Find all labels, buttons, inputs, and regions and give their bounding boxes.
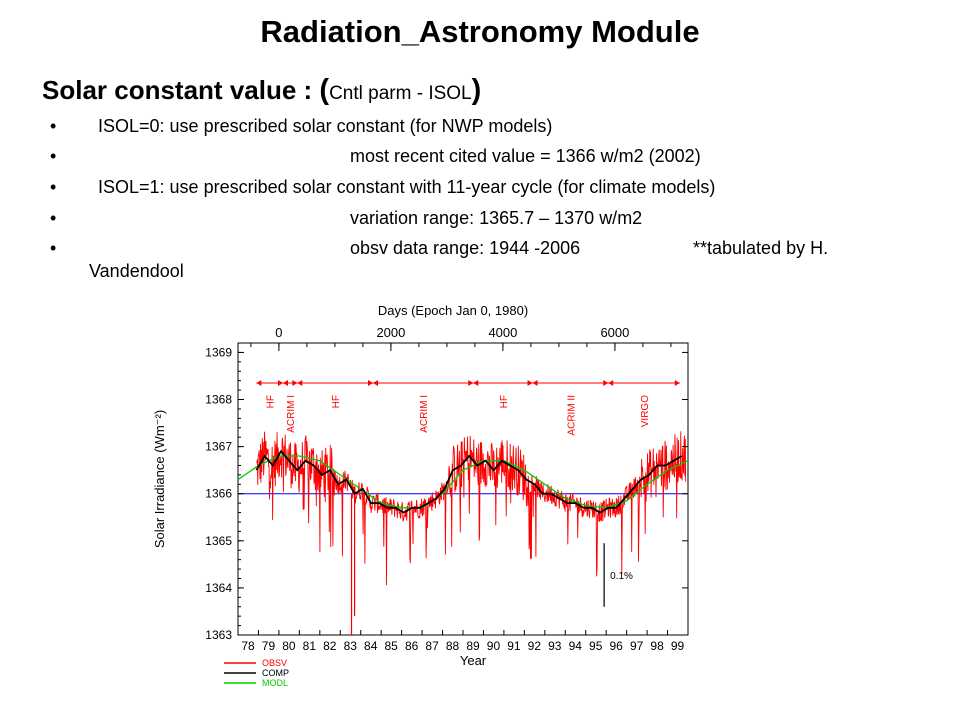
bullet-text: ISOL=1: use prescribed solar constant wi… <box>98 177 716 197</box>
bullet-dot: • <box>50 116 57 136</box>
interval-arrowhead <box>256 380 262 386</box>
y-tick-label: 1365 <box>205 534 232 548</box>
instrument-label: HF <box>331 395 342 408</box>
x-tick-label: 93 <box>548 639 562 653</box>
x-tick-label: 96 <box>610 639 624 653</box>
interval-arrowhead <box>674 380 680 386</box>
comp-series-line <box>255 449 683 514</box>
x-tick-label: 92 <box>528 639 542 653</box>
x-tick-label: 89 <box>466 639 480 653</box>
x-tick-label: 79 <box>262 639 276 653</box>
interval-arrowhead <box>473 380 479 386</box>
slide-title: Radiation_Astronomy Module <box>260 14 700 49</box>
x-tick-label: 87 <box>425 639 439 653</box>
x-tick-label: 81 <box>303 639 317 653</box>
interval-arrowhead <box>527 380 533 386</box>
instrument-label: ACRIM II <box>566 395 577 436</box>
top-tick-label: 0 <box>275 325 282 340</box>
x-tick-label: 91 <box>507 639 521 653</box>
x-tick-label: 95 <box>589 639 603 653</box>
interval-arrowhead <box>373 380 378 386</box>
subtitle-main: Solar constant value : <box>42 75 320 105</box>
x-tick-label: 94 <box>569 639 583 653</box>
top-axis-label: Days (Epoch Jan 0, 1980) <box>378 303 528 318</box>
interval-arrowhead <box>283 380 288 386</box>
instrument-label: HF <box>499 395 510 408</box>
x-tick-label: 85 <box>385 639 399 653</box>
scale-bar-label: 0.1% <box>610 571 633 582</box>
subtitle-close-paren: ) <box>471 74 482 106</box>
instrument-label: ACRIM I <box>419 395 430 433</box>
interval-arrowhead <box>532 380 538 386</box>
bullet-text: most recent cited value = 1366 w/m2 (200… <box>350 146 701 166</box>
instrument-label: VIRGO <box>640 395 651 427</box>
interval-arrowhead <box>603 380 609 386</box>
obsv-series-line <box>256 431 687 586</box>
interval-arrowhead <box>368 380 373 386</box>
legend-label: COMP <box>262 668 289 678</box>
y-axis-label: Solar Irradiance (Wm⁻²) <box>152 410 167 548</box>
bullet-text: ISOL=0: use prescribed solar constant (f… <box>98 116 553 136</box>
slide-subtitle: Solar constant value : (Cntl parm - ISOL… <box>42 74 481 107</box>
interval-arrowhead <box>292 380 298 386</box>
interval-arrowhead <box>468 380 474 386</box>
y-tick-label: 1368 <box>205 393 232 407</box>
bullet-dot: • <box>50 146 57 166</box>
bullet-dot: • <box>50 208 57 228</box>
x-tick-label: 86 <box>405 639 419 653</box>
x-tick-label: 84 <box>364 639 378 653</box>
bullet-text-continuation: Vandendool <box>89 261 184 281</box>
bullet-dot: • <box>50 177 57 197</box>
x-tick-label: 88 <box>446 639 460 653</box>
x-tick-label: 82 <box>323 639 337 653</box>
x-tick-label: 80 <box>282 639 296 653</box>
x-tick-label: 83 <box>344 639 358 653</box>
y-tick-label: 1366 <box>205 487 232 501</box>
interval-arrowhead <box>608 380 614 386</box>
y-tick-label: 1367 <box>205 440 232 454</box>
x-tick-label: 99 <box>671 639 685 653</box>
x-tick-label: 78 <box>241 639 255 653</box>
instrument-label: ACRIM I <box>286 395 297 433</box>
x-tick-label: 98 <box>650 639 664 653</box>
solar-irradiance-chart: 1363 1364 1365 1366 1367 1368 1369 78 79 80 81 82 83… <box>152 303 689 688</box>
x-tick-label: 90 <box>487 639 501 653</box>
x-axis-label: Year <box>460 653 487 668</box>
y-tick-label: 1369 <box>205 345 232 359</box>
subtitle-open-paren: ( <box>319 74 330 106</box>
y-tick-label: 1364 <box>205 581 232 595</box>
interval-arrowhead <box>278 380 283 386</box>
plot-frame <box>237 342 689 636</box>
bullet-dot: • <box>50 238 57 258</box>
top-tick-label: 4000 <box>488 325 517 340</box>
bullet-text: obsv data range: 1944 -2006 <box>350 238 581 258</box>
bullet-text: variation range: 1365.7 – 1370 w/m2 <box>350 208 643 228</box>
subtitle-note: Cntl parm - ISOL <box>329 83 472 104</box>
top-tick-label: 6000 <box>600 325 629 340</box>
legend-label: OBSV <box>262 658 287 668</box>
x-tick-label: 97 <box>630 639 644 653</box>
instrument-label: HF <box>266 395 277 408</box>
legend-label: MODL <box>262 678 288 688</box>
bullet-text-attribution: **tabulated by H. <box>693 238 829 258</box>
modl-series-line <box>237 455 689 509</box>
y-tick-label: 1363 <box>205 628 232 642</box>
interval-arrowhead <box>297 380 303 386</box>
top-tick-label: 2000 <box>376 325 405 340</box>
